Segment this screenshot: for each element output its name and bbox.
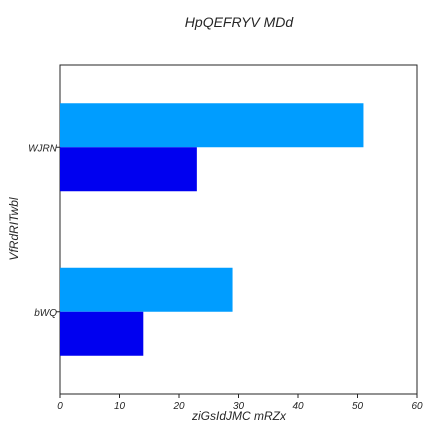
bar-bWQ-series-1	[60, 267, 233, 312]
x-axis-ticks: 0 10 20 30 40 50 60	[57, 394, 423, 412]
y-tick-label: bWQ	[34, 308, 57, 319]
x-tick-label: 0	[57, 401, 63, 412]
bars-group	[60, 103, 364, 356]
x-tick-label: 40	[292, 401, 304, 412]
y-axis-ticks: bWQ WJRN	[28, 143, 60, 319]
bar-WJRN-series-1	[60, 103, 364, 148]
y-axis-label: VfRdRITwbl	[7, 197, 21, 260]
x-tick-label: 50	[352, 401, 364, 412]
x-tick-label: 60	[411, 401, 423, 412]
x-tick-label: 20	[172, 401, 185, 412]
x-tick-label: 30	[233, 401, 245, 412]
bar-bWQ-series-2	[60, 311, 144, 356]
chart-title: HpQEFRYV MDd	[185, 14, 295, 30]
bar-WJRN-series-2	[60, 147, 197, 192]
x-axis-label: ziGsIdJMC mRZx	[191, 409, 287, 423]
y-tick-label: WJRN	[28, 143, 58, 154]
x-tick-label: 10	[114, 401, 126, 412]
